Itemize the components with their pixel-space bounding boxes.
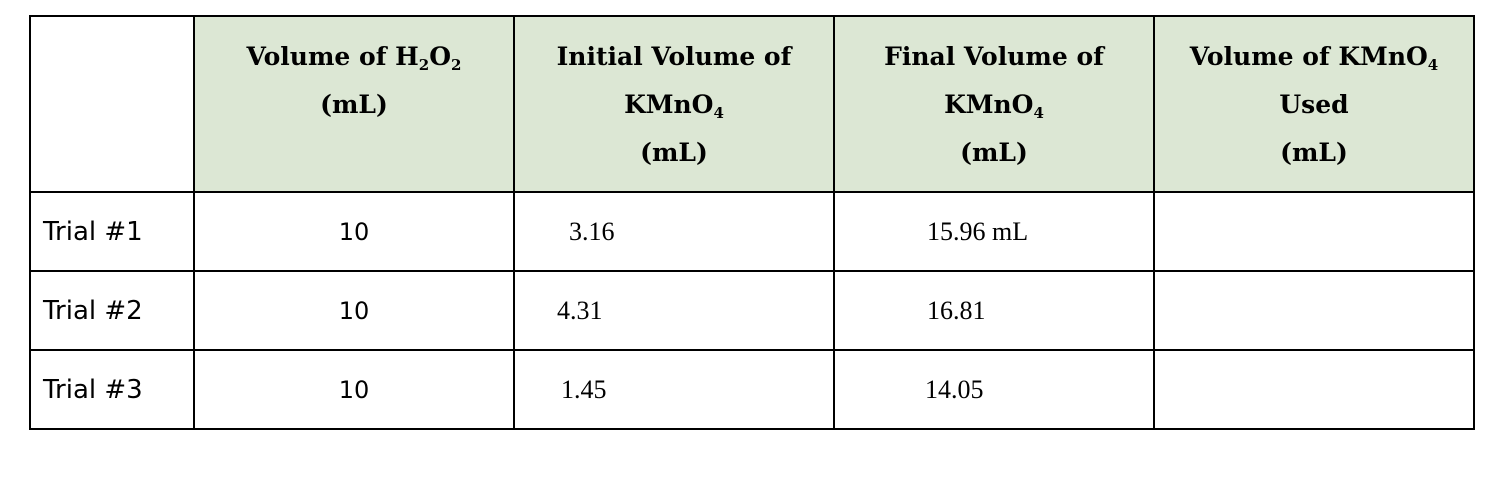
cell: 1.45 bbox=[513, 349, 835, 430]
header-text: (mL) bbox=[320, 90, 388, 119]
header-line: Final Volume of bbox=[835, 33, 1153, 81]
table-body: Trial #1 10 3.16 15.96 mL Trial #2 10 4.31 16.8… bbox=[29, 191, 1475, 430]
cell: 4.31 bbox=[513, 270, 835, 351]
subscript: 4 bbox=[713, 104, 724, 122]
header-line: Volume of H2O2 bbox=[195, 33, 513, 81]
header-text: (mL) bbox=[1280, 138, 1348, 167]
cell: 10 bbox=[193, 191, 515, 272]
header-cell: Final Volume of KMnO4 (mL) bbox=[833, 15, 1155, 193]
header-text: (mL) bbox=[960, 138, 1028, 167]
header-text: (mL) bbox=[640, 138, 708, 167]
subscript: 2 bbox=[451, 56, 462, 74]
header-line: (mL) bbox=[195, 81, 513, 129]
cell: 10 bbox=[193, 349, 515, 430]
header-cell: Volume of KMnO4 Used (mL) bbox=[1153, 15, 1475, 193]
header-text: Volume of KMnO bbox=[1189, 42, 1428, 71]
row-label: Trial #3 bbox=[29, 349, 195, 430]
header-text: KMnO bbox=[624, 90, 714, 119]
cell: 15.96 mL bbox=[833, 191, 1155, 272]
header-text: Volume of H bbox=[246, 42, 419, 71]
empty-cell bbox=[1153, 270, 1475, 351]
header-line: Initial Volume of bbox=[515, 33, 833, 81]
header-text: KMnO bbox=[944, 90, 1034, 119]
header-cell bbox=[29, 15, 195, 193]
header-line: (mL) bbox=[1155, 129, 1473, 177]
table-row: Trial #3 10 1.45 14.05 bbox=[29, 349, 1475, 430]
header-line: KMnO4 bbox=[835, 81, 1153, 129]
header-row: Volume of H2O2 (mL) Initial Volume of KMnO4… bbox=[29, 15, 1475, 193]
row-label: Trial #1 bbox=[29, 191, 195, 272]
data-table: Volume of H2O2 (mL) Initial Volume of KMnO4… bbox=[29, 15, 1475, 430]
header-cell: Volume of H2O2 (mL) bbox=[193, 15, 515, 193]
header-line: Used bbox=[1155, 81, 1473, 129]
table-row: Trial #1 10 3.16 15.96 mL bbox=[29, 191, 1475, 272]
header-text: Used bbox=[1279, 90, 1349, 119]
header-cell: Initial Volume of KMnO4 (mL) bbox=[513, 15, 835, 193]
subscript: 4 bbox=[1033, 104, 1044, 122]
empty-cell bbox=[1153, 191, 1475, 272]
empty-cell bbox=[1153, 349, 1475, 430]
subscript: 2 bbox=[418, 56, 430, 74]
header-text: Final Volume of bbox=[884, 42, 1104, 71]
header-line: Volume of KMnO4 bbox=[1155, 33, 1473, 81]
row-label: Trial #2 bbox=[29, 270, 195, 351]
header-text: Initial Volume of bbox=[556, 42, 792, 71]
table-row: Trial #2 10 4.31 16.81 bbox=[29, 270, 1475, 351]
cell: 14.05 bbox=[833, 349, 1155, 430]
subscript: 4 bbox=[1427, 56, 1439, 74]
cell: 16.81 bbox=[833, 270, 1155, 351]
cell: 3.16 bbox=[513, 191, 835, 272]
header-line: (mL) bbox=[515, 129, 833, 177]
cell: 10 bbox=[193, 270, 515, 351]
header-line: (mL) bbox=[835, 129, 1153, 177]
header-text: O bbox=[429, 42, 452, 71]
header-line: KMnO4 bbox=[515, 81, 833, 129]
